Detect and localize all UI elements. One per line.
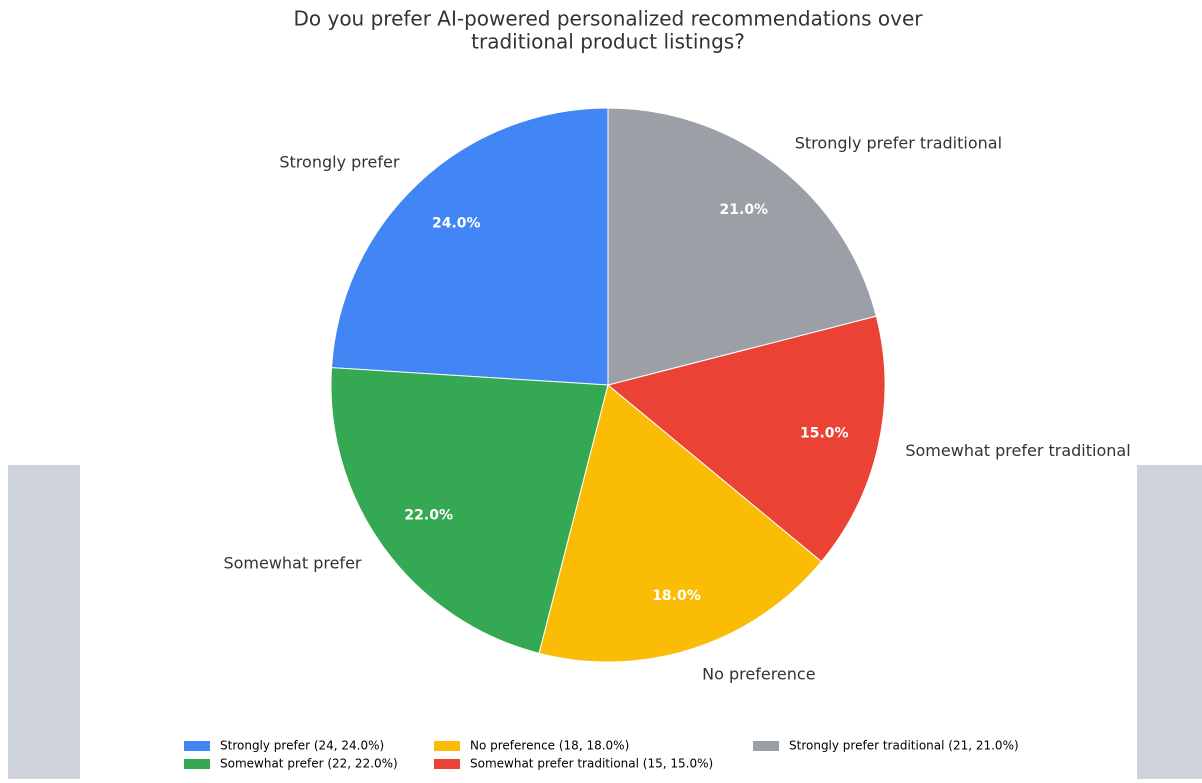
- legend-label: Somewhat prefer (22, 22.0%): [220, 757, 398, 771]
- legend-label: No preference (18, 18.0%): [470, 739, 629, 753]
- pie-slice: [538, 384, 823, 663]
- pie-slice: [330, 367, 609, 654]
- legend-swatch: [184, 759, 210, 769]
- chart-title: Do you prefer AI-powered personalized re…: [293, 7, 923, 31]
- legend-swatch: [753, 741, 779, 751]
- side-panel: [1137, 465, 1202, 779]
- slice-percent-label: 18.0%: [652, 588, 701, 604]
- legend-swatch: [434, 759, 460, 769]
- slice-percent-label: 24.0%: [432, 215, 481, 231]
- chart-title: traditional product listings?: [471, 30, 745, 54]
- slice-label: Strongly prefer traditional: [795, 134, 1002, 153]
- legend-swatch: [434, 741, 460, 751]
- legend-label: Somewhat prefer traditional (15, 15.0%): [470, 757, 713, 771]
- slice-percent-label: 15.0%: [800, 425, 849, 441]
- pie-slice: [606, 315, 886, 563]
- pie-slice: [607, 107, 877, 386]
- slice-label: No preference: [702, 664, 815, 683]
- legend-label: Strongly prefer (24, 24.0%): [220, 739, 384, 753]
- legend-label: Strongly prefer traditional (21, 21.0%): [789, 739, 1019, 753]
- legend-swatch: [184, 741, 210, 751]
- slice-label: Somewhat prefer traditional: [905, 441, 1130, 460]
- pie-slice: [331, 107, 609, 386]
- slice-percent-label: 21.0%: [720, 202, 769, 218]
- slice-percent-label: 22.0%: [404, 507, 453, 523]
- slice-label: Somewhat prefer: [223, 554, 361, 573]
- slice-label: Strongly prefer: [279, 152, 399, 171]
- side-panel: [8, 465, 80, 779]
